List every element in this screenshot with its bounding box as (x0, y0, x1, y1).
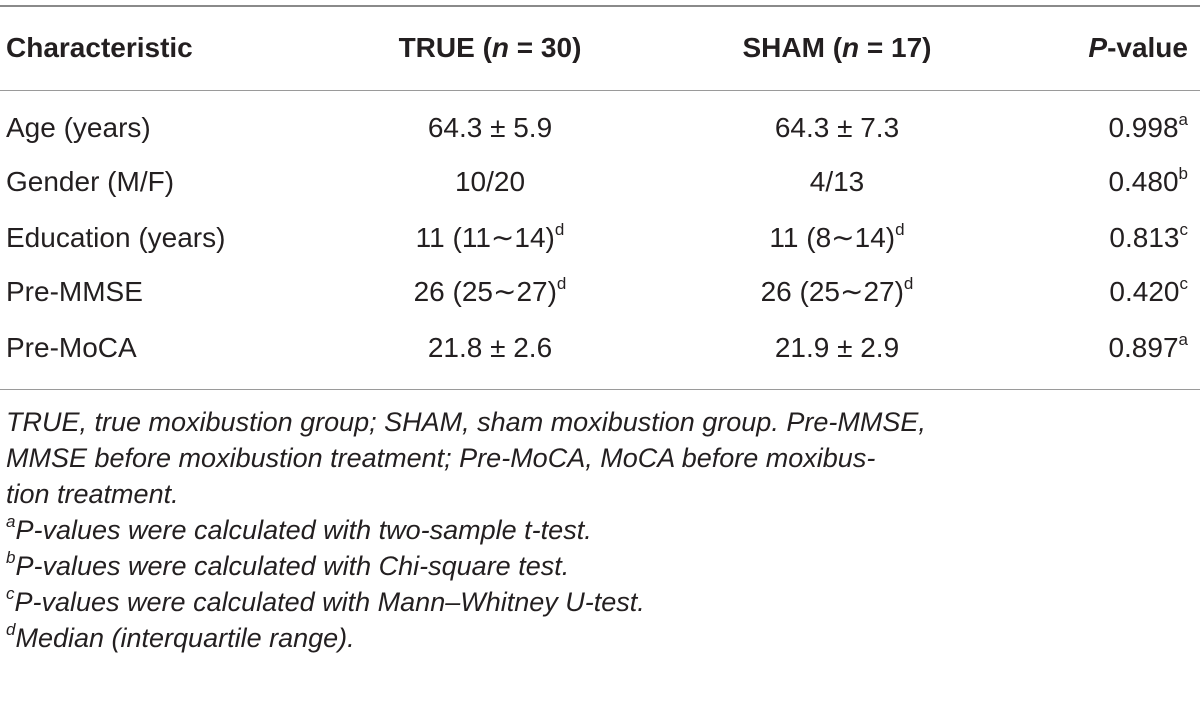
table-header-row: Characteristic TRUE (n = 30) SHAM (n = 1… (0, 26, 1200, 70)
footnote-a: aP-values were calculated with two-sampl… (6, 512, 592, 545)
sham-value: 26 (25∼27)d (760, 273, 914, 307)
table-row: Gender (M/F) 10/20 4/13 0.480b (0, 160, 1200, 204)
table-row: Age (years) 64.3 ± 5.9 64.3 ± 7.3 0.998a (0, 106, 1200, 150)
table-row: Pre-MoCA 21.8 ± 2.6 21.9 ± 2.9 0.897a (0, 326, 1200, 370)
header-true: TRUE (n = 30) (398, 32, 582, 63)
p-value: 0.897a (1108, 329, 1188, 363)
abbreviations-line: TRUE, true moxibustion group; SHAM, sham… (6, 407, 926, 437)
table-row: Pre-MMSE 26 (25∼27)d 26 (25∼27)d 0.420c (0, 270, 1200, 314)
p-value: 0.420c (1109, 273, 1188, 307)
table-notes: TRUE, true moxibustion group; SHAM, sham… (6, 404, 1192, 656)
row-label: Pre-MoCA (6, 332, 137, 363)
abbreviations-line: tion treatment. (6, 479, 179, 509)
true-value: 10/20 (454, 166, 526, 197)
header-rule (0, 90, 1200, 91)
header-characteristic: Characteristic (6, 32, 193, 63)
sham-value: 64.3 ± 7.3 (774, 112, 900, 143)
p-value: 0.480b (1108, 163, 1188, 197)
top-rule (0, 5, 1200, 7)
row-label: Pre-MMSE (6, 276, 143, 307)
bottom-rule (0, 389, 1200, 390)
true-value: 11 (11∼14)d (415, 219, 565, 253)
abbreviations-line: MMSE before moxibustion treatment; Pre-M… (6, 443, 876, 473)
sham-value: 11 (8∼14)d (769, 219, 905, 253)
header-p-value: P-value (1088, 32, 1188, 63)
row-label: Gender (M/F) (6, 166, 175, 197)
row-label: Age (years) (6, 112, 151, 143)
footnote-d: dMedian (interquartile range). (6, 620, 355, 653)
true-value: 64.3 ± 5.9 (427, 112, 553, 143)
sham-value: 21.9 ± 2.9 (774, 332, 900, 363)
table-row: Education (years) 11 (11∼14)d 11 (8∼14)d… (0, 216, 1200, 260)
p-value: 0.813c (1109, 219, 1188, 253)
header-sham: SHAM (n = 17) (742, 32, 932, 63)
true-value: 26 (25∼27)d (413, 273, 567, 307)
row-label: Education (years) (6, 222, 226, 253)
footnote-c: cP-values were calculated with Mann–Whit… (6, 584, 645, 617)
p-value: 0.998a (1108, 109, 1188, 143)
footnote-b: bP-values were calculated with Chi-squar… (6, 548, 570, 581)
true-value: 21.8 ± 2.6 (427, 332, 553, 363)
sham-value: 4/13 (809, 166, 865, 197)
